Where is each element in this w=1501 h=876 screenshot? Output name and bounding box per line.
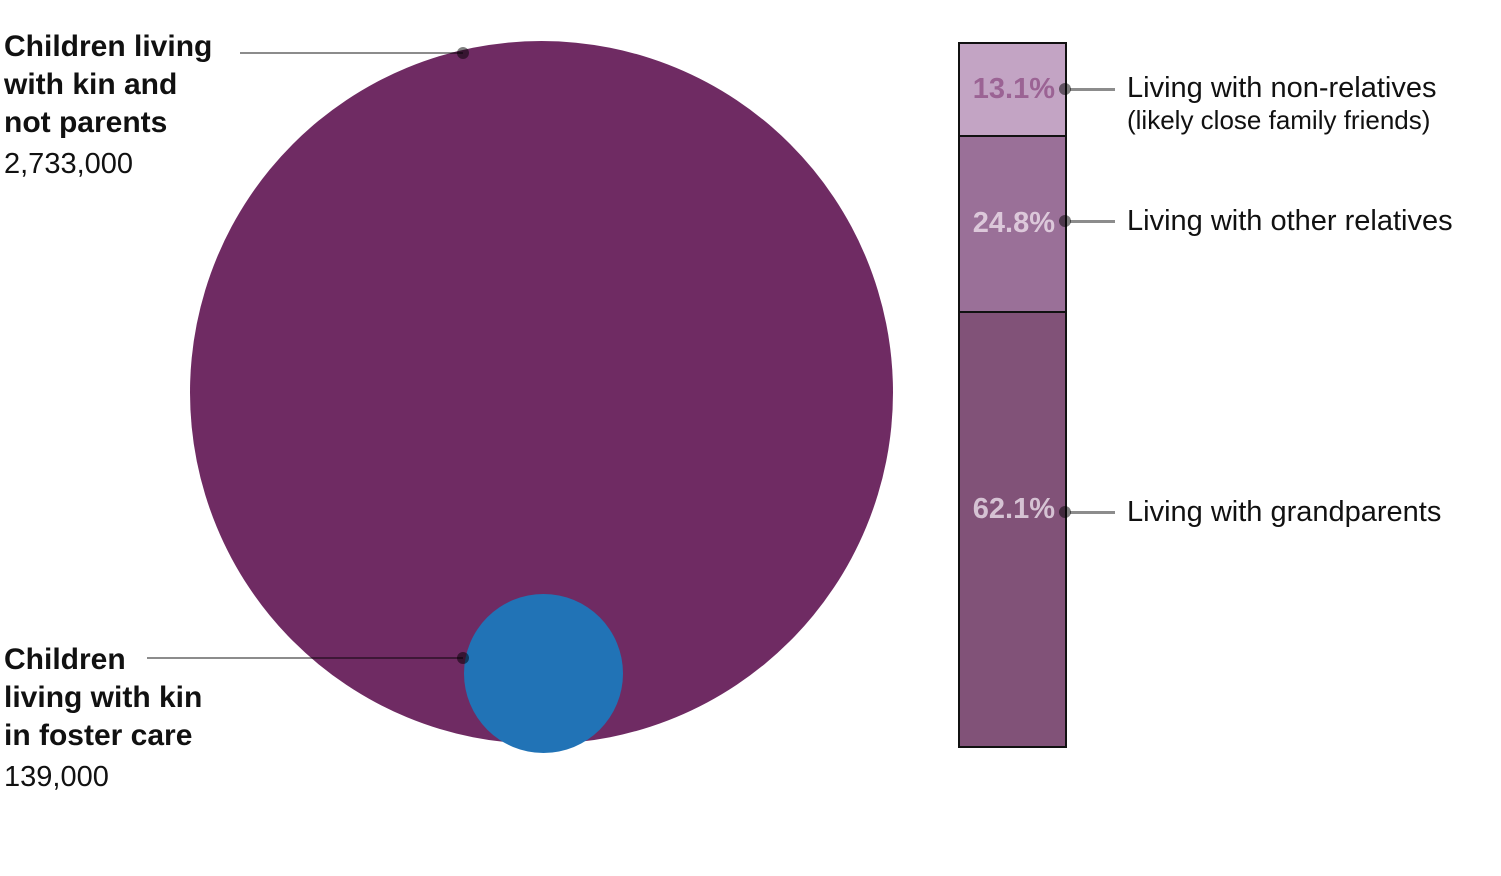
- stacked-bar: 13.1% 24.8% 62.1%: [958, 42, 1067, 748]
- connector-dot-small-bubble: [457, 652, 469, 664]
- connector-line-other-relatives: [1070, 220, 1115, 223]
- source-note: Source: GAO analysis of HHS’s Adoption a…: [4, 812, 1357, 876]
- segment-label-other-relatives: Living with other relatives: [1127, 204, 1453, 238]
- segment-label-grandparents-main: Living with grandparents: [1127, 496, 1442, 528]
- source-note-line1: Source: GAO analysis of HHS’s Adoption a…: [4, 872, 1357, 876]
- small-bubble-annotation: Children living with kin in foster care …: [4, 641, 202, 796]
- big-bubble-annotation: Children living with kin and not parents…: [4, 28, 212, 183]
- bar-segment-other-relatives: 24.8%: [960, 135, 1065, 311]
- small-bubble-label-line1: Children: [4, 643, 126, 676]
- small-bubble-label-line3: in foster care: [4, 719, 193, 752]
- segment-label-other-relatives-main: Living with other relatives: [1127, 205, 1453, 237]
- bar-segment-grandparents-pct: 62.1%: [972, 492, 1055, 525]
- segment-label-grandparents: Living with grandparents: [1127, 495, 1441, 529]
- bar-segment-grandparents: 62.1%: [960, 310, 1065, 746]
- connector-dot-other-relatives: [1059, 215, 1071, 227]
- bubble-foster-care: [464, 594, 623, 753]
- big-bubble-label-line1: Children living: [4, 30, 213, 63]
- connector-dot-big-bubble: [457, 47, 469, 59]
- small-bubble-value: 139,000: [4, 761, 109, 793]
- connector-line-non-relatives: [1070, 88, 1115, 91]
- big-bubble-label-line2: with kin and: [4, 68, 178, 101]
- bar-segment-non-relatives-pct: 13.1%: [972, 73, 1055, 106]
- segment-label-non-relatives-sub: (likely close family friends): [1127, 105, 1431, 135]
- bar-segment-other-relatives-pct: 24.8%: [972, 207, 1055, 240]
- big-bubble-label-line3: not parents: [4, 106, 168, 139]
- connector-line-grandparents: [1070, 511, 1115, 514]
- segment-label-non-relatives: Living with non-relatives (likely close …: [1127, 71, 1436, 135]
- segment-label-non-relatives-main: Living with non-relatives: [1127, 72, 1437, 104]
- connector-line-small-bubble: [147, 657, 463, 659]
- connector-dot-non-relatives: [1059, 83, 1071, 95]
- connector-dot-grandparents: [1059, 506, 1071, 518]
- big-bubble-value: 2,733,000: [4, 148, 134, 180]
- small-bubble-label-line2: living with kin: [4, 681, 203, 714]
- bar-segment-non-relatives: 13.1%: [960, 44, 1065, 136]
- connector-line-big-bubble: [240, 52, 463, 54]
